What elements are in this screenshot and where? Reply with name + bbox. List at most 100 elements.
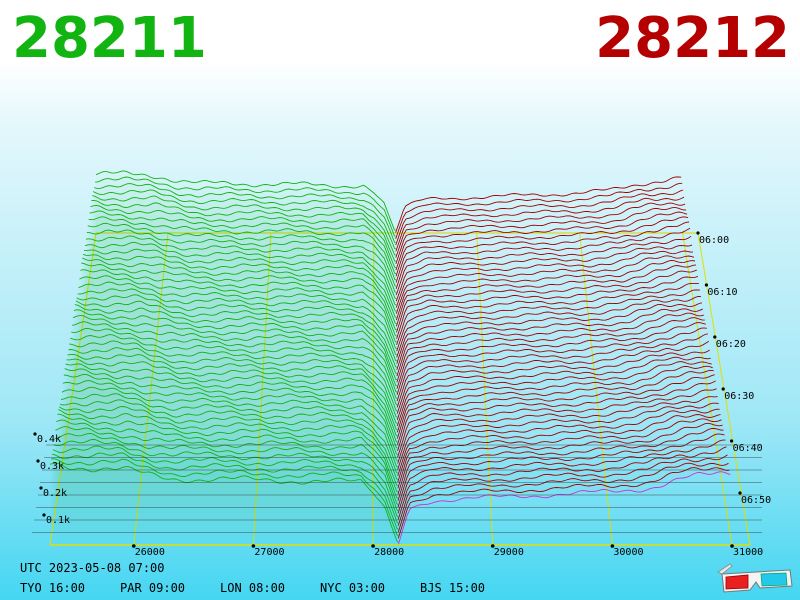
ask-depth-line <box>396 322 706 389</box>
bid-depth-line <box>53 438 399 518</box>
x-tick-dot <box>371 544 375 548</box>
ask-depth-line <box>396 369 714 439</box>
ask-depth-line <box>396 308 703 371</box>
x-tick-dot <box>490 544 495 548</box>
bid-depth-line <box>56 419 399 499</box>
bid-depth-line <box>82 257 397 325</box>
bid-depth-line <box>87 222 397 287</box>
bid-depth-line <box>62 380 398 455</box>
x-tick-label: 27000 <box>254 547 284 558</box>
ask-depth-line <box>397 408 720 477</box>
3d-glasses-icon[interactable] <box>716 562 796 596</box>
bid-depth-line <box>82 253 397 318</box>
bid-depth-line <box>75 300 398 368</box>
city-time-tyo: TYO 16:00 <box>20 581 86 595</box>
ask-depth-line <box>397 433 725 508</box>
ask-depth-line <box>397 471 731 545</box>
ask-depth-line <box>396 282 699 346</box>
time-tick-dot <box>738 491 742 495</box>
ask-depth-line <box>395 202 686 258</box>
ask-depth-line <box>396 327 707 395</box>
bid-depth-line <box>58 409 399 487</box>
z-tick-label: 0.4k <box>37 434 61 445</box>
z-tick-label: 0.1k <box>46 515 70 526</box>
bid-depth-line <box>49 462 399 543</box>
ask-depth-line <box>395 216 689 277</box>
ask-depth-line <box>396 333 708 402</box>
bid-depth-line <box>63 373 398 449</box>
bid-depth-line <box>59 399 399 474</box>
bid-depth-line <box>71 327 398 399</box>
utc-time: UTC 2023-05-08 07:00 <box>20 561 165 575</box>
ask-depth-line <box>397 422 723 495</box>
x-tick-dot <box>131 544 136 548</box>
ask-depth-line <box>395 236 692 296</box>
bid-depth-line <box>85 235 397 300</box>
ask-depth-line <box>396 312 704 377</box>
bid-depth-line <box>88 216 397 281</box>
bid-depth-line <box>66 358 398 431</box>
z-tick-dot <box>39 486 43 490</box>
bid-depth-line <box>68 347 398 418</box>
x-tick-label: 28000 <box>374 547 404 558</box>
depth-grid-back <box>49 232 751 546</box>
bid-depth-line <box>70 334 398 406</box>
bid-depth-line <box>76 294 397 362</box>
ask-depth-line <box>396 340 710 408</box>
bid-depth-line <box>72 314 398 387</box>
bid-depth-line <box>57 413 399 493</box>
ask-depth-line <box>395 221 690 283</box>
ask-depth-line <box>397 380 716 452</box>
ask-depth-line <box>397 467 730 539</box>
city-time-bjs: BJS 15:00 <box>420 581 486 595</box>
ask-depth-line <box>397 454 728 526</box>
bid-depth-line <box>78 281 397 349</box>
axis-labels: 26000 27000 28000 29000 30000 31000 0.1k 0.2k 0.… <box>33 231 771 558</box>
bid-depth-line <box>67 353 398 424</box>
ask-depth-line <box>397 414 721 483</box>
floor-left-edge <box>49 232 97 546</box>
ask-depth-line <box>395 227 691 289</box>
time-tick-label: 06:00 <box>699 235 729 246</box>
z-tick-label: 0.2k <box>43 488 67 499</box>
x-tick-dot <box>251 544 256 548</box>
bid-depth-line <box>84 241 397 306</box>
city-time-par: PAR 09:00 <box>120 581 186 595</box>
time-tick-label: 06:20 <box>716 339 746 350</box>
bid-depth-line <box>92 195 396 256</box>
bid-depth-line <box>90 204 396 268</box>
ask-depth-line <box>396 269 698 333</box>
bid-depth-line <box>58 406 399 480</box>
time-tick-dot <box>721 387 725 391</box>
ask-depth-line <box>395 189 684 246</box>
ask-depth-line <box>395 255 695 314</box>
ask-depth-line <box>395 196 685 252</box>
ask-depth-line <box>397 388 717 458</box>
bid-depth-line <box>80 269 397 337</box>
ask-depth-line <box>397 402 719 470</box>
bid-depth-line <box>52 445 399 524</box>
z-tick-dot <box>36 459 40 463</box>
ask-depth-line <box>395 250 694 308</box>
x-tick-dot <box>610 544 615 548</box>
bid-depth-line <box>92 189 396 250</box>
depth-grid-front <box>32 444 762 546</box>
bid-depth-line <box>81 262 397 331</box>
x-gridline <box>133 232 169 546</box>
bid-depth-line <box>73 309 398 381</box>
depth-surface <box>49 170 731 545</box>
ask-depth-line <box>395 182 683 240</box>
ask-depth-line <box>395 264 697 327</box>
bid-depth-line <box>84 248 397 312</box>
bid-depth-line <box>64 368 398 443</box>
best-bid-price: 28211 <box>12 6 207 71</box>
bid-depth-line <box>89 210 397 275</box>
bid-depth-line <box>55 426 399 505</box>
time-tick-label: 06:40 <box>733 443 763 454</box>
bid-depth-line <box>95 170 396 231</box>
bid-depth-line <box>72 321 398 393</box>
ask-depth-line <box>396 356 711 420</box>
x-gridline <box>682 232 733 546</box>
ask-depth-line <box>395 211 688 271</box>
